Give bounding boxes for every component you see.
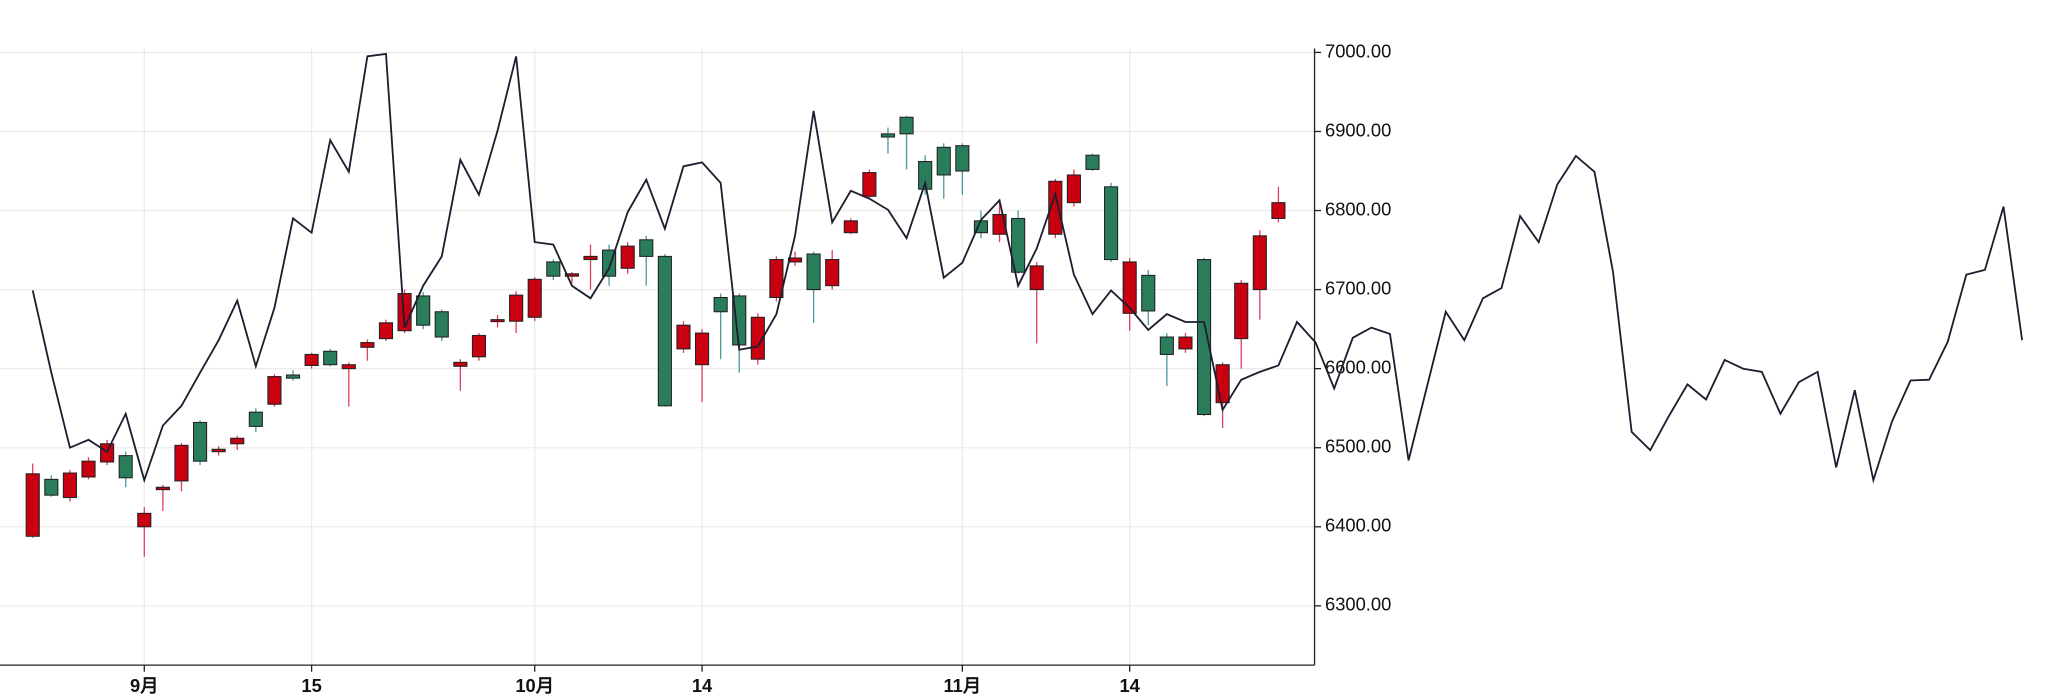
candle-body xyxy=(694,332,710,366)
candle-body xyxy=(1159,336,1174,355)
candle-body xyxy=(880,133,896,138)
x-tick-label: 15 xyxy=(301,675,321,696)
candle-body xyxy=(490,319,505,323)
candle-body xyxy=(806,253,821,291)
x-tick-label: 10月 xyxy=(515,675,554,696)
candle-body xyxy=(1196,259,1212,416)
candle-body xyxy=(676,324,691,350)
candle-body xyxy=(620,245,635,269)
candle-body xyxy=(825,259,840,287)
candle-body xyxy=(639,239,654,257)
candle-body xyxy=(546,261,561,277)
y-tick-label: 6800.00 xyxy=(1325,198,1391,219)
x-tick-label: 9月 xyxy=(130,675,159,696)
candle-body xyxy=(1215,364,1230,404)
candle-body xyxy=(471,334,487,358)
candle-body xyxy=(509,294,524,322)
candle-body xyxy=(230,437,245,445)
candle-body xyxy=(1252,235,1267,291)
candle-body xyxy=(918,161,933,190)
y-tick-label: 7000.00 xyxy=(1325,40,1391,61)
candle-body xyxy=(843,220,858,234)
candle-body xyxy=(267,376,282,405)
candle-body xyxy=(713,296,728,313)
candle-body xyxy=(81,460,96,478)
candle-body xyxy=(341,364,356,370)
candle-body xyxy=(527,278,542,318)
candle-body xyxy=(1011,217,1026,273)
candle-body xyxy=(416,295,431,326)
candle-body xyxy=(360,342,375,348)
candle-body xyxy=(211,448,226,453)
candle-body xyxy=(1141,274,1156,312)
candle-body xyxy=(1104,186,1119,261)
candle-body xyxy=(955,145,970,172)
candle-body xyxy=(936,146,951,176)
candle-body xyxy=(1085,154,1100,170)
candle-body xyxy=(137,512,152,528)
y-tick-label: 6600.00 xyxy=(1325,357,1391,378)
candle-body xyxy=(378,322,394,340)
candle-body xyxy=(1029,265,1044,291)
candle-body xyxy=(100,443,115,463)
y-tick-label: 6900.00 xyxy=(1325,119,1391,140)
candle-body xyxy=(899,116,914,135)
candle-body xyxy=(862,172,877,197)
candle-body xyxy=(1178,336,1193,350)
candle-body xyxy=(583,255,598,261)
candle-body xyxy=(248,411,263,427)
candle-body xyxy=(44,478,59,496)
candle-body xyxy=(1122,261,1137,314)
candle-body xyxy=(750,316,765,360)
y-tick-label: 6400.00 xyxy=(1325,515,1391,536)
x-tick-label: 14 xyxy=(1119,675,1140,696)
indicator-line xyxy=(31,52,2024,484)
candle-body xyxy=(564,273,579,277)
candle-body xyxy=(434,311,449,338)
candle-body xyxy=(323,350,338,366)
candle-body xyxy=(453,361,468,367)
y-tick-label: 6700.00 xyxy=(1325,277,1391,298)
candle-body xyxy=(62,472,77,499)
candle-body xyxy=(657,255,672,407)
candle-body xyxy=(1048,180,1063,235)
x-tick-label: 14 xyxy=(692,675,713,696)
candle-body xyxy=(174,444,189,482)
candle-body xyxy=(155,486,170,491)
x-tick-label: 11月 xyxy=(943,675,981,696)
candle-body xyxy=(304,353,319,367)
candle-body xyxy=(1271,202,1286,219)
candle-body xyxy=(285,374,301,379)
candle-body xyxy=(769,259,784,299)
candle-body xyxy=(1066,174,1081,204)
candle-body xyxy=(1234,282,1249,340)
candle-body xyxy=(118,455,133,479)
y-tick-label: 6500.00 xyxy=(1325,436,1391,457)
candle-body xyxy=(25,473,40,537)
y-tick-label: 6300.00 xyxy=(1325,594,1391,615)
candle-body xyxy=(192,421,208,462)
